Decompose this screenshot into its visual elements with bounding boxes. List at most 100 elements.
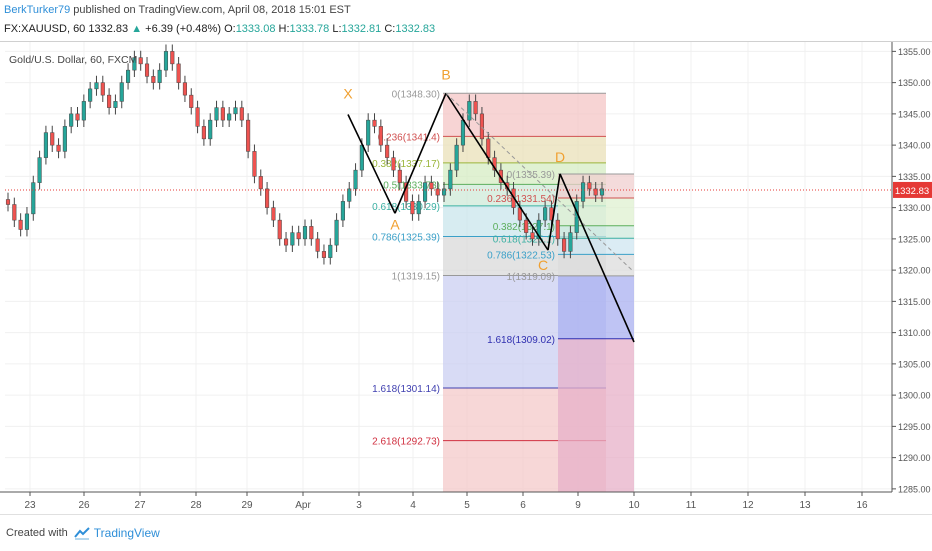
y-tick-label: 1350.00	[898, 78, 931, 88]
candle-body	[315, 238, 320, 252]
y-tick-label: 1320.00	[898, 266, 931, 276]
candle-body	[435, 188, 440, 196]
fib-right-label: 1.618(1309.02)	[487, 335, 555, 346]
chart-title: Gold/U.S. Dollar, 60, FXCM	[9, 54, 137, 66]
candle-body	[410, 201, 415, 215]
y-tick-label: 1285.00	[898, 484, 931, 494]
pattern-point-b: B	[441, 66, 450, 82]
y-tick-label: 1340.00	[898, 141, 931, 151]
candle-body	[50, 132, 55, 146]
high-key: H:	[278, 23, 290, 35]
candle-body	[340, 201, 345, 221]
pattern-guide	[445, 92, 633, 271]
fib-right-zone	[558, 238, 634, 255]
x-tick-label: 26	[78, 500, 90, 511]
fib-right-label: 0.618(1325.1)	[493, 234, 555, 245]
candle-body	[283, 238, 289, 246]
candle-body	[163, 51, 169, 71]
fib-left-label: 1.618(1301.14)	[372, 384, 440, 395]
candle-body	[56, 144, 61, 152]
fib-left-zone	[443, 136, 606, 163]
fib-right-label: 0.236(1331.54)	[487, 194, 555, 205]
candle-body	[69, 113, 74, 127]
candle-body	[265, 188, 270, 208]
x-tick-label: 28	[190, 500, 202, 511]
candle-body	[208, 119, 213, 140]
candle-body	[227, 113, 232, 121]
header-divider	[0, 41, 932, 42]
fib-right-zones: 0(1335.39) 0.236(1331.54) 0.382(1327.1)0.6…	[487, 170, 634, 492]
tradingview-brand[interactable]: TradingView	[93, 526, 160, 540]
fib-right-zone	[558, 338, 634, 492]
up-arrow-icon: ▲	[131, 23, 143, 35]
x-tick-label: 6	[520, 500, 526, 511]
pattern-point-x: X	[343, 86, 353, 102]
y-tick-label: 1300.00	[898, 391, 931, 401]
candle-body	[100, 82, 105, 96]
candle-body	[555, 219, 560, 240]
candle-body	[473, 101, 478, 115]
candle-body	[378, 126, 383, 146]
candle-body	[239, 107, 244, 121]
x-tick-label: 10	[628, 500, 640, 511]
candle-body	[182, 82, 187, 96]
candle-body	[107, 94, 112, 108]
last-price-tag-text: 1332.83	[895, 186, 929, 197]
x-tick-label: 9	[575, 500, 581, 511]
y-tick-label: 1305.00	[898, 359, 931, 369]
candle-body	[138, 57, 143, 65]
y-tick-label: 1315.00	[898, 297, 931, 307]
x-tick-label: 11	[686, 500, 697, 511]
fib-left-label: 0.236(1341.4)	[378, 132, 440, 143]
price-chart[interactable]: 0(1348.30) 0.236(1341.4) 0.382(1337.17) 0.5…	[0, 42, 932, 514]
y-tick-label: 1335.00	[898, 172, 931, 182]
x-tick-label: 4	[410, 500, 416, 511]
pattern-leg	[347, 114, 396, 214]
candle-body	[347, 188, 352, 202]
axes: 1285.00 1290.00 1295.00 1300.00 1305.00 1310.…	[0, 42, 931, 511]
pattern-point-c: C	[538, 257, 548, 273]
candle-body	[574, 201, 579, 233]
candle-body	[302, 226, 308, 240]
candle-body	[132, 57, 137, 71]
candle-body	[94, 82, 99, 90]
x-tick-label: 23	[24, 500, 36, 511]
candle-body	[530, 232, 535, 240]
y-tick-label: 1295.00	[898, 422, 931, 432]
candle-body	[5, 199, 11, 205]
candle-body	[543, 207, 548, 221]
candle-body	[119, 82, 124, 102]
candle-body	[460, 119, 466, 146]
fib-left-label: 0.5(1333.73)	[383, 180, 440, 191]
candle-body	[448, 169, 453, 190]
y-tick-label: 1330.00	[898, 203, 931, 213]
candle-body	[37, 157, 42, 183]
candle-body	[144, 63, 150, 77]
candle-body	[189, 94, 194, 108]
y-tick-label: 1355.00	[898, 47, 931, 57]
candle-body	[397, 169, 402, 183]
candle-body	[524, 219, 529, 233]
last-price: 1332.83	[88, 23, 129, 35]
last-price-tag	[893, 181, 932, 198]
symbol-label: FX:XAUUSD, 60	[4, 23, 86, 35]
y-tick-label: 1345.00	[898, 109, 931, 119]
candle-body	[385, 144, 390, 158]
candle-body	[81, 101, 86, 121]
candle-body	[309, 226, 314, 240]
y-tick-label: 1310.00	[898, 328, 931, 338]
y-tick-label: 1290.00	[898, 453, 931, 463]
low-key: L:	[332, 23, 342, 35]
candle-body	[151, 76, 156, 83]
open-key: O:	[224, 23, 236, 35]
candle-body	[176, 63, 181, 83]
close-key: C:	[384, 23, 396, 35]
candle-body	[479, 113, 484, 140]
fib-right-zone	[558, 254, 634, 276]
candle-body	[296, 232, 301, 240]
pattern-leg	[445, 92, 549, 251]
candle-body	[321, 251, 327, 258]
y-tick-label: 1325.00	[898, 234, 931, 244]
candle-body	[562, 238, 567, 252]
author-link[interactable]: BerkTurker79	[4, 4, 71, 16]
